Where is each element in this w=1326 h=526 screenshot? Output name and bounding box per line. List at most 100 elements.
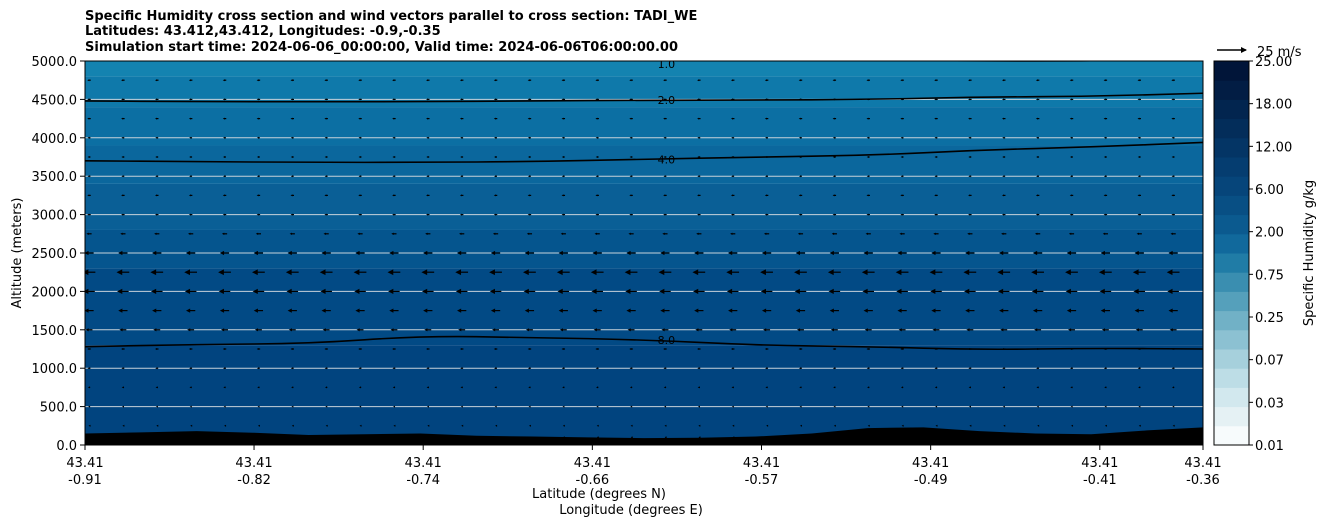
wind-vector — [290, 79, 295, 82]
wind-vector — [798, 117, 803, 120]
wind-vector — [323, 232, 329, 235]
wind-vector — [1133, 288, 1146, 295]
colorbar-segment — [1214, 329, 1249, 350]
colorbar-segment — [1214, 310, 1249, 331]
wind-vector — [252, 288, 265, 295]
wind-vector — [253, 250, 264, 256]
wind-vector — [1070, 156, 1073, 158]
wind-vector — [122, 405, 125, 408]
wind-vector — [562, 424, 565, 427]
wind-vector — [967, 232, 973, 235]
wind-vector — [997, 288, 1010, 295]
wind-vector — [764, 213, 769, 216]
wind-vector — [527, 79, 532, 82]
colorbar-segment — [1214, 118, 1249, 139]
wind-vector — [256, 79, 261, 82]
colorbar-segment — [1214, 406, 1249, 427]
wind-vector — [562, 386, 565, 389]
wind-vector — [290, 367, 294, 370]
wind-vector — [900, 175, 904, 178]
wind-vector — [929, 269, 943, 276]
colorbar-segment — [1214, 425, 1249, 446]
wind-vector — [1035, 79, 1040, 82]
wind-vector — [900, 348, 904, 350]
wind-vector — [289, 232, 295, 235]
wind-vector — [324, 156, 328, 158]
x-tick-label-lon: -0.74 — [406, 473, 440, 488]
wind-vector — [1036, 405, 1039, 408]
wind-vector — [457, 308, 467, 313]
wind-vector — [867, 424, 870, 427]
wind-vector — [862, 288, 875, 295]
wind-vector — [726, 288, 739, 295]
wind-vector — [218, 288, 231, 295]
wind-vector — [625, 288, 637, 295]
wind-vector — [963, 269, 977, 276]
wind-vector — [730, 79, 735, 82]
x-tick-label-lat: 43.41 — [66, 456, 103, 471]
wind-vector — [934, 136, 938, 139]
wind-vector — [663, 117, 667, 120]
wind-vector — [121, 79, 125, 82]
wind-vector — [524, 308, 535, 313]
wind-vector — [629, 367, 633, 370]
contour-line — [85, 141, 1203, 164]
wind-vector — [290, 156, 294, 158]
wind-vector — [965, 250, 975, 256]
wind-vector — [290, 194, 295, 197]
wind-vector — [663, 213, 667, 216]
wind-vector — [291, 386, 294, 389]
x-tick-label-lon: -0.57 — [745, 473, 779, 488]
wind-vector — [1137, 175, 1141, 178]
wind-vector — [288, 328, 296, 332]
colorbar: 0.01 0.03 0.07 0.25 0.75 2.00 6.00 12.00 18.00 25… — [1213, 55, 1292, 454]
wind-vector — [493, 79, 498, 82]
wind-vector — [291, 405, 294, 408]
wind-vector — [223, 367, 226, 370]
colorbar-segment — [1214, 214, 1249, 235]
wind-vector — [324, 117, 328, 120]
x-axis-label-latitude: Latitude (degrees N) — [532, 487, 666, 502]
colorbar-segment — [1214, 272, 1249, 292]
wind-vector — [1101, 328, 1109, 332]
wind-vector — [900, 194, 904, 197]
wind-vector — [392, 156, 396, 158]
wind-vector — [155, 386, 158, 389]
wind-vector — [969, 424, 972, 427]
wind-vector — [528, 405, 531, 408]
wind-vector — [222, 117, 227, 120]
wind-vector — [1102, 232, 1108, 235]
wind-vector — [664, 405, 667, 408]
wind-vector — [832, 117, 837, 120]
wind-vector — [222, 213, 227, 216]
wind-vector — [999, 250, 1009, 256]
wind-vector — [799, 386, 802, 389]
wind-vector — [287, 250, 297, 256]
wind-vectors — [85, 79, 1180, 439]
wind-vector — [627, 328, 635, 332]
wind-vector — [934, 194, 938, 197]
wind-vector — [799, 424, 802, 427]
wind-vector — [459, 194, 464, 197]
x-tick-label-lat: 43.41 — [574, 456, 611, 471]
wind-vector — [766, 424, 769, 427]
wind-vector — [798, 194, 803, 197]
wind-vector — [833, 386, 836, 389]
wind-vector — [188, 232, 194, 235]
wind-vector — [595, 117, 599, 120]
wind-vector — [561, 175, 565, 178]
wind-vector — [87, 98, 91, 101]
wind-vector — [426, 175, 430, 178]
wind-vector — [426, 405, 429, 408]
wind-vector — [596, 386, 599, 389]
wind-vector — [968, 405, 971, 408]
wind-vector — [865, 232, 871, 235]
wind-vector — [1036, 156, 1040, 158]
wind-vector — [629, 213, 633, 216]
wind-vector — [1037, 424, 1040, 427]
wind-vector — [321, 250, 331, 256]
wind-vector — [1171, 79, 1175, 82]
wind-vector — [629, 348, 633, 350]
wind-vector — [968, 136, 972, 139]
wind-vector — [86, 232, 92, 235]
